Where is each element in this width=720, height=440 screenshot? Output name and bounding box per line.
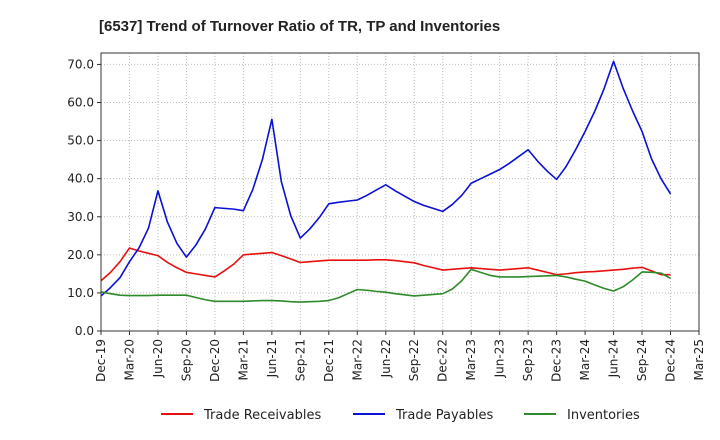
- x-tick-label: Sep-22: [407, 339, 421, 381]
- x-tick-label: Sep-23: [521, 339, 535, 381]
- y-tick-label: 60.0: [67, 96, 94, 110]
- series-line-inventories: [100, 268, 671, 303]
- x-tick-label: Mar-22: [350, 339, 364, 380]
- legend-label: Inventories: [567, 408, 640, 423]
- x-tick-label: Mar-20: [122, 339, 136, 380]
- x-tick-label: Jun-24: [607, 339, 621, 378]
- series-line-trade-receivables: [100, 247, 671, 282]
- y-tick-label: 50.0: [67, 134, 94, 148]
- x-tick-label: Dec-20: [208, 339, 222, 382]
- gridlines: [100, 53, 700, 332]
- legend: Trade Receivables Trade Payables Inventori…: [161, 408, 640, 423]
- x-tick-label: Jun-21: [265, 339, 279, 378]
- x-tick-label: Mar-25: [692, 339, 706, 380]
- x-tick-label: Mar-24: [578, 339, 592, 380]
- y-tick-label: 70.0: [67, 57, 94, 71]
- x-tick-label: Dec-21: [322, 339, 336, 382]
- x-tick-label: Dec-22: [436, 339, 450, 382]
- x-tick-label: Sep-20: [179, 339, 193, 381]
- x-tick-label: Jun-23: [493, 339, 507, 378]
- y-tick-label: 20.0: [67, 248, 94, 262]
- y-tick-label: 10.0: [67, 286, 94, 300]
- x-tick-label: Jun-22: [379, 339, 393, 378]
- x-tick-label: Sep-24: [635, 339, 649, 381]
- y-axis: 0.0 10.0 20.0 30.0 40.0 50.0 60.0 70.0: [67, 57, 101, 338]
- legend-label: Trade Payables: [395, 408, 493, 423]
- y-tick-label: 40.0: [67, 172, 94, 186]
- y-tick-label: 0.0: [75, 324, 94, 338]
- y-tick-label: 30.0: [67, 210, 94, 224]
- x-tick-label: Jun-20: [151, 339, 165, 378]
- x-tick-label: Mar-21: [236, 339, 250, 380]
- x-tick-label: Dec-24: [664, 339, 678, 382]
- x-tick-label: Dec-19: [94, 339, 108, 382]
- x-tick-label: Dec-23: [550, 339, 564, 382]
- series-line-trade-payables: [100, 60, 672, 297]
- plot-area-frame: [100, 52, 700, 332]
- x-axis: Dec-19 Mar-20 Jun-20 Sep-20 Dec-20 Mar-21 Jun-…: [94, 331, 706, 382]
- x-tick-label: Mar-23: [464, 339, 478, 380]
- legend-label: Trade Receivables: [203, 408, 321, 423]
- chart-title: [6537] Trend of Turnover Ratio of TR, TP…: [99, 18, 500, 35]
- series-lines: [100, 60, 672, 303]
- x-tick-label: Sep-21: [293, 339, 307, 381]
